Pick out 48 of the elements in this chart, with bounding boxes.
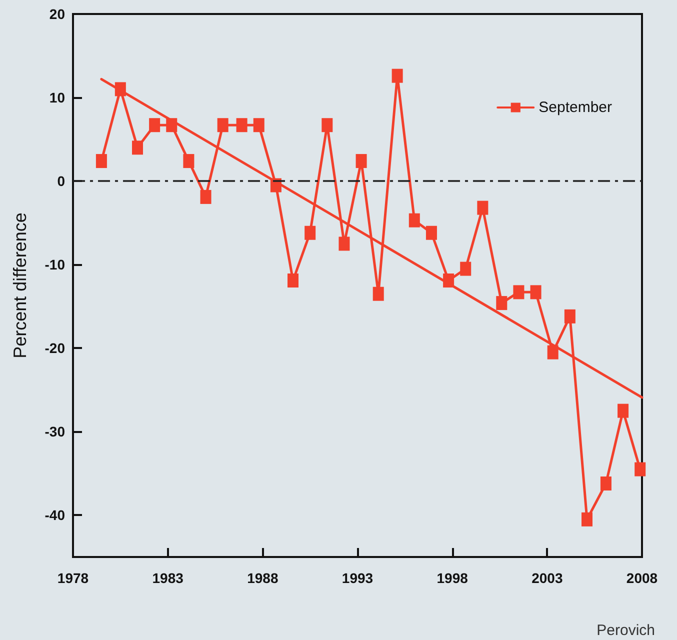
point [356,154,367,168]
x-tick-label: 1983 [152,570,184,586]
y-tick-label: -10 [44,256,66,273]
point [149,118,160,132]
point [547,345,558,360]
point [96,154,107,168]
point [408,213,420,228]
text: Perovich [596,622,655,639]
point [132,140,143,155]
point [530,285,542,300]
point [304,226,316,240]
point [288,273,299,288]
point [236,118,248,132]
point [581,512,592,526]
x-tick-label: 2008 [626,570,658,586]
x-tick-label: 1978 [57,570,89,586]
point [634,462,646,476]
point [322,118,333,132]
point [460,262,472,276]
point [426,226,437,240]
point [217,118,228,132]
y-tick-label: 0 [57,173,66,190]
x-tick-label: 1988 [247,570,278,586]
x-tick-label: 2003 [532,570,563,586]
point [496,296,508,310]
point [166,118,178,132]
point [183,154,194,168]
x-tick-label: 1998 [436,570,468,586]
point [618,404,629,418]
legend-label: September [538,99,612,116]
point [392,68,403,83]
point [338,236,350,251]
point [564,309,576,324]
y-tick-label: -40 [44,507,66,524]
point [513,285,524,300]
y-axis-title: Percent difference [10,212,30,358]
point [253,118,264,132]
point [114,82,126,96]
point [477,200,488,215]
point [372,286,384,301]
y-tick-label: -20 [44,340,66,356]
point [443,273,454,288]
y-tick-label: 10 [49,90,66,106]
y-tick-label: 20 [49,6,66,22]
point [600,476,612,490]
x-tick-label: 1993 [342,570,374,586]
y-tick-label: -30 [44,424,66,440]
point [200,190,212,204]
